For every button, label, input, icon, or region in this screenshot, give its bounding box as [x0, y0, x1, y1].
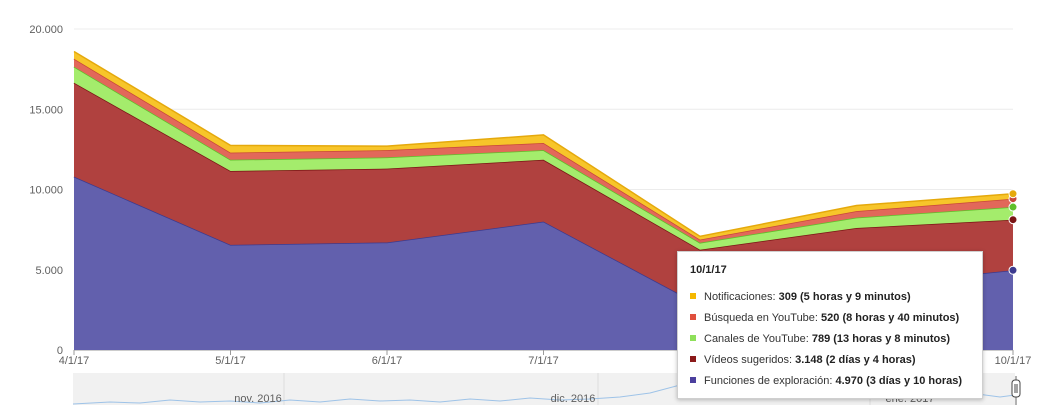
area-canales-de-youtube [74, 66, 1013, 250]
hover-marker [1008, 215, 1018, 225]
y-tick-label: 15.000 [29, 104, 63, 116]
navigator-label-nov: nov. 2016 [234, 393, 282, 405]
hover-markers [1008, 189, 1018, 275]
x-tick-label: 4/1/17 [59, 355, 90, 367]
x-axis: 4/1/17 5/1/17 6/1/17 7/1/17 10/1/17 [59, 350, 1032, 367]
x-tick-label: 5/1/17 [215, 355, 246, 367]
tooltip-row-sugeridos: Vídeos sugeridos: 3.148 (2 días y 4 hora… [690, 354, 916, 366]
tooltip-value: 4.970 (3 días y 10 horas) [835, 375, 963, 387]
tooltip-row-busqueda: Búsqueda en YouTube: 520 (8 horas y 40 m… [690, 312, 959, 324]
hover-marker [1008, 265, 1018, 275]
y-axis: 0 5.000 10.000 15.000 20.000 [29, 24, 63, 357]
y-tick-label: 5.000 [35, 265, 63, 277]
hover-marker [1008, 202, 1018, 212]
tooltip-swatch [690, 314, 696, 321]
tooltip-label: Vídeos sugeridos: [704, 354, 793, 366]
tooltip-label: Canales de YouTube: [704, 333, 809, 345]
tooltip-value: 3.148 (2 días y 4 horas) [795, 354, 916, 366]
tooltip-swatch [690, 335, 696, 342]
y-tick-label: 10.000 [29, 185, 63, 197]
y-tick-label: 20.000 [29, 24, 63, 36]
tooltip-label: Notificaciones: [704, 291, 776, 303]
tooltip: 10/1/17 Notificaciones: 309 (5 horas y 9… [677, 251, 983, 399]
x-tick-label: 10/1/17 [995, 355, 1032, 367]
hover-marker [1008, 189, 1018, 199]
x-tick-label: 6/1/17 [372, 355, 403, 367]
tooltip-swatch [690, 356, 696, 363]
series-line [73, 50, 1014, 238]
navigator-label-dic: dic. 2016 [551, 393, 596, 405]
tooltip-value: 309 (5 horas y 9 minutos) [778, 291, 911, 303]
tooltip-label: Funciones de exploración: [704, 375, 833, 387]
tooltip-swatch [690, 293, 696, 300]
tooltip-date: 10/1/17 [690, 264, 727, 276]
y-tick-label: 0 [57, 345, 63, 357]
tooltip-row-notificaciones: Notificaciones: 309 (5 horas y 9 minutos… [690, 291, 911, 303]
tooltip-value: 789 (13 horas y 8 minutos) [811, 333, 951, 345]
navigator-handle[interactable] [1011, 376, 1021, 405]
tooltip-row-canales: Canales de YouTube: 789 (13 horas y 8 mi… [690, 333, 950, 345]
x-tick-label: 7/1/17 [528, 355, 559, 367]
tooltip-value: 520 (8 horas y 40 minutos) [821, 312, 960, 324]
tooltip-swatch [690, 377, 696, 384]
tooltip-row-exploracion: Funciones de exploración: 4.970 (3 días … [690, 375, 962, 387]
area-v-deos-sugeridos [74, 82, 1013, 306]
tooltip-label: Búsqueda en YouTube: [704, 312, 818, 324]
